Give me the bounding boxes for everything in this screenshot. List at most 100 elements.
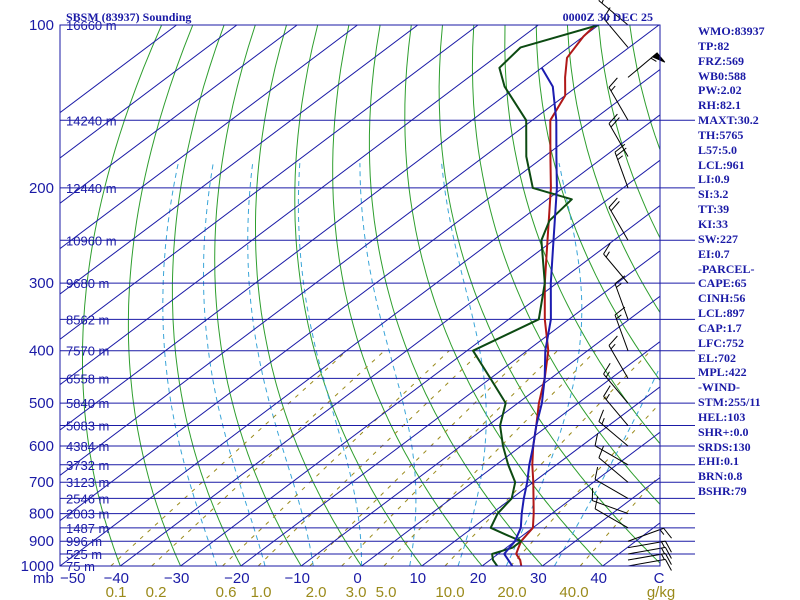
isotherm-line — [240, 250, 660, 566]
mixing-ratio-line — [222, 350, 450, 566]
wind-barb — [627, 552, 672, 565]
temperature-tick-label: 0 — [353, 570, 361, 587]
temperature-tick-label: −10 — [284, 570, 309, 587]
isotherm-line — [300, 295, 660, 566]
isotherms — [60, 25, 660, 566]
wind-barb — [603, 242, 629, 284]
height-label: 4384 m — [66, 439, 109, 454]
isotherm-line — [60, 25, 358, 250]
sounding-index: PW:2.02 — [698, 83, 742, 98]
temperature-profile-line — [515, 25, 597, 566]
sounding-index: MAXT:30.2 — [698, 113, 759, 128]
isobars — [60, 119, 695, 555]
sounding-index: SW:227 — [698, 231, 739, 246]
sounding-index: SI:3.2 — [698, 187, 729, 202]
temperature-tick-label: −40 — [104, 570, 129, 587]
sounding-index: EI:0.7 — [698, 246, 730, 261]
pressure-tick-label: 100 — [29, 17, 54, 34]
sounding-index: CINH:56 — [698, 291, 746, 306]
pressure-tick-label: 900 — [29, 533, 54, 550]
sounding-index: BRN:0.8 — [698, 469, 743, 484]
wind-barb — [594, 433, 629, 466]
mixing-ratio-label: 5.0 — [376, 584, 397, 600]
mixing-ratio-line — [151, 350, 385, 566]
isotherm-line — [60, 25, 660, 476]
mixing-ratio-label: 2.0 — [306, 584, 327, 600]
station-title: SBSM (83937) Sounding — [66, 10, 191, 24]
sounding-index: EHI:0.1 — [698, 454, 740, 469]
wind-barb — [594, 466, 629, 499]
sounding-index: L57:5.0 — [698, 142, 737, 157]
temperature-tick-label: 20 — [470, 570, 487, 587]
height-label: 5840 m — [66, 396, 109, 411]
wind-barb — [591, 487, 629, 515]
moist-adiabat-line — [162, 162, 218, 566]
moist-adiabat-line — [297, 163, 362, 566]
height-label: 7570 m — [66, 344, 109, 359]
isotherm-line — [361, 340, 660, 566]
mixing-ratio-line — [309, 350, 529, 566]
wind-barb — [598, 0, 629, 26]
wind-barb — [598, 409, 629, 447]
wind-barb — [614, 143, 629, 189]
sounding-index: TP:82 — [698, 38, 730, 53]
dry-adiabat-line — [294, 25, 423, 566]
pressure-tick-label: 700 — [29, 474, 54, 491]
sounding-index: LFC:752 — [698, 335, 744, 350]
sounding-index: EL:702 — [698, 350, 737, 365]
isotherm-line — [60, 25, 298, 204]
wind-barb — [627, 558, 672, 571]
sounding-index: CAP:1.7 — [698, 320, 742, 335]
wind-barb — [608, 77, 629, 121]
profile-lines — [472, 25, 599, 566]
wind-barb — [598, 445, 629, 483]
mixing-ratio-lines — [110, 350, 660, 566]
height-label: 14240 m — [66, 113, 117, 128]
dry-adiabat-line — [404, 25, 604, 566]
sounding-index: LCL:897 — [698, 306, 745, 321]
sounding-index: FRZ:569 — [698, 53, 744, 68]
sounding-index: BSHR:79 — [698, 484, 747, 499]
isotherm-line — [60, 25, 539, 386]
isotherm-line — [60, 25, 599, 431]
temperature-tick-label: −30 — [164, 570, 189, 587]
isotherm-line — [60, 25, 238, 159]
height-label: 1487 m — [66, 521, 109, 536]
sounding-index: -WIND- — [698, 380, 740, 395]
pressure-tick-label: 300 — [29, 275, 54, 292]
sounding-index: HEL:103 — [698, 409, 746, 424]
dewpoint-profile-line — [472, 25, 599, 566]
wind-barb — [603, 385, 629, 426]
isotherm-line — [481, 431, 660, 566]
dry-adiabat-line — [332, 25, 483, 566]
temperature-tick-label: −20 — [224, 570, 249, 587]
height-label: 5083 m — [66, 419, 109, 434]
wind-barb — [603, 362, 629, 404]
temperature-tick-label: 40 — [590, 570, 607, 587]
mixing-ratio-label: 3.0 — [346, 584, 367, 600]
mixing-ratio-label: 40.0 — [559, 584, 588, 600]
isotherm-line — [60, 25, 479, 340]
isotherm-line — [421, 386, 660, 566]
mixing-ratio-label: 0.1 — [106, 584, 127, 600]
wind-barb — [627, 527, 672, 542]
wind-barb — [594, 496, 629, 529]
wind-barb — [608, 335, 629, 379]
sounding-index: LCL:961 — [698, 157, 745, 172]
temperature-tick-label: 10 — [409, 570, 426, 587]
sounding-index: SHR+:0.0 — [698, 424, 749, 439]
sounding-indices-panel: WMO:83937 TP:82 FRZ:569 WB0:588 PW:2.02 RH:82… — [698, 24, 798, 499]
sounding-index: LI:0.9 — [698, 172, 730, 187]
temperature-tick-label: 30 — [530, 570, 547, 587]
sounding-index: SRDS:130 — [698, 439, 751, 454]
wind-barb — [627, 540, 672, 553]
sounding-index: STM:255/11 — [698, 395, 761, 410]
dry-adiabat-line — [127, 25, 194, 566]
mixing-ratio-label: 10.0 — [435, 584, 464, 600]
mixing-ratio-label: 0.2 — [146, 584, 167, 600]
wind-barb — [627, 546, 672, 559]
height-label: 10960 m — [66, 233, 117, 248]
plot-frame — [59, 24, 661, 567]
